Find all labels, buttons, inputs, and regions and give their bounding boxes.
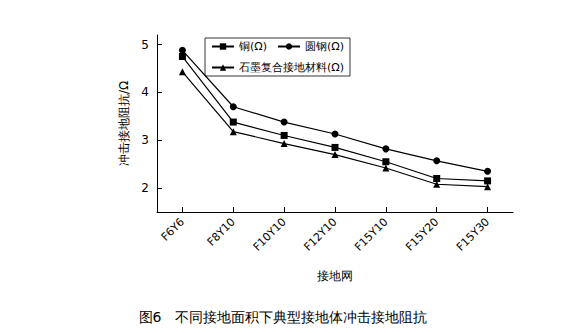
svg-text:4: 4 xyxy=(141,85,149,99)
svg-text:F10Y10: F10Y10 xyxy=(251,215,289,253)
svg-text:石墨复合接地材料(Ω): 石墨复合接地材料(Ω) xyxy=(239,61,344,74)
svg-text:F15Y20: F15Y20 xyxy=(403,215,441,253)
svg-text:圆钢(Ω): 圆钢(Ω) xyxy=(305,40,344,53)
svg-text:2: 2 xyxy=(141,181,149,195)
svg-text:F15Y10: F15Y10 xyxy=(352,215,390,253)
svg-text:F6Y6: F6Y6 xyxy=(159,215,187,243)
svg-text:F15Y30: F15Y30 xyxy=(454,215,492,253)
svg-text:冲击接地阻抗/Ω: 冲击接地阻抗/Ω xyxy=(117,81,131,166)
svg-text:铜(Ω): 铜(Ω) xyxy=(238,40,267,53)
svg-text:F12Y10: F12Y10 xyxy=(301,215,339,253)
svg-text:3: 3 xyxy=(141,133,149,147)
svg-text:接地网: 接地网 xyxy=(317,269,353,283)
svg-text:F8Y10: F8Y10 xyxy=(205,215,238,248)
svg-text:图6 不同接地面积下典型接地体冲击接地阻抗: 图6 不同接地面积下典型接地体冲击接地阻抗 xyxy=(139,309,428,325)
svg-text:5: 5 xyxy=(141,38,149,52)
